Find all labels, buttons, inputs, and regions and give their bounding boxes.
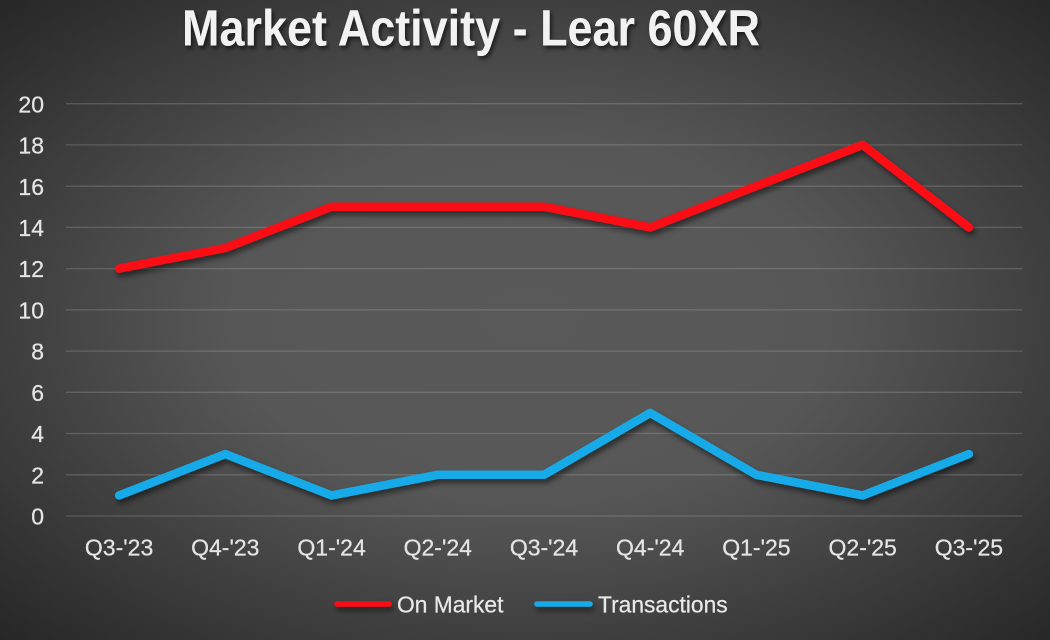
svg-text:16: 16 (18, 174, 44, 200)
svg-text:Q4-'24: Q4-'24 (616, 535, 685, 561)
svg-text:14: 14 (18, 215, 44, 241)
svg-text:Q3-'23: Q3-'23 (85, 535, 153, 561)
svg-text:4: 4 (31, 421, 44, 447)
svg-text:Q1-'25: Q1-'25 (722, 535, 790, 561)
svg-text:Q3-'24: Q3-'24 (510, 535, 579, 561)
svg-text:0: 0 (31, 504, 44, 530)
svg-text:Q2-'25: Q2-'25 (829, 535, 897, 561)
svg-text:Q3-'25: Q3-'25 (935, 535, 1003, 561)
svg-text:On Market: On Market (397, 592, 504, 618)
svg-text:12: 12 (18, 256, 44, 282)
svg-text:Transactions: Transactions (598, 592, 728, 618)
svg-text:18: 18 (18, 133, 44, 159)
svg-text:8: 8 (31, 339, 44, 365)
svg-text:Q1-'24: Q1-'24 (297, 535, 366, 561)
svg-text:20: 20 (18, 91, 44, 117)
svg-text:Q4-'23: Q4-'23 (191, 535, 259, 561)
svg-text:6: 6 (31, 380, 44, 406)
svg-text:10: 10 (18, 298, 44, 324)
svg-text:2: 2 (31, 462, 44, 488)
svg-text:Market Activity - Lear 60XR: Market Activity - Lear 60XR (182, 0, 760, 57)
svg-text:Q2-'24: Q2-'24 (404, 535, 473, 561)
